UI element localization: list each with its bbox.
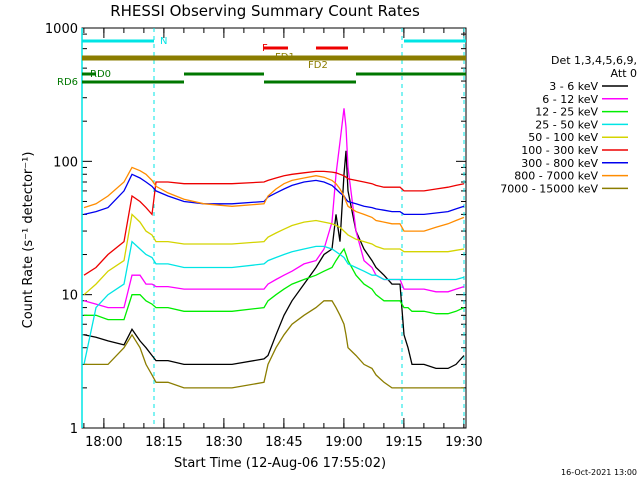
x-tick-label: 18:30 (205, 435, 242, 450)
series-line-9 (84, 300, 464, 389)
series-line-1 (83, 150, 465, 370)
series-line-4 (83, 240, 465, 365)
plot-area: 1 10 100 1000 18:00 18:15 18:30 18:45 19:00 19:15… (45, 22, 483, 450)
y-tick-label: 100 (53, 155, 78, 170)
x-tick-label: 19:30 (445, 435, 482, 450)
flag-label-rd6: RD6 (57, 77, 78, 88)
series-line-5 (83, 213, 465, 296)
series-line-7 (83, 173, 465, 216)
series-line-2 (83, 108, 465, 309)
x-tick-label: 19:00 (325, 435, 362, 450)
legend-label: 100 - 300 keV (521, 144, 598, 157)
x-tick-label: 18:45 (265, 435, 302, 450)
legend-label: 800 - 7000 keV (514, 170, 598, 183)
y-axis-title: Count Rate (s⁻¹ detector⁻¹) (21, 152, 36, 329)
legend-label: 7000 - 15000 keV (500, 182, 598, 195)
series-line-6 (83, 170, 465, 276)
flag-label-fd2: FD2 (308, 60, 328, 71)
legend-label: 3 - 6 keV (549, 80, 598, 93)
series-line-8 (83, 166, 465, 232)
x-tick-label: 18:00 (85, 435, 122, 450)
x-tick-label: 19:15 (385, 435, 422, 450)
plot-frame (81, 27, 467, 429)
legend-header-1: Det 1,3,4,5,6,9, (551, 54, 637, 67)
legend-label: 25 - 50 keV (535, 118, 598, 131)
flag-label-f: F (262, 43, 268, 54)
chart-title: RHESSI Observing Summary Count Rates (110, 2, 420, 20)
x-tick-label: 18:15 (145, 435, 182, 450)
y-tick-label: 1000 (45, 22, 78, 37)
x-axis-title: Start Time (12-Aug-06 17:55:02) (174, 456, 386, 471)
legend-label: 6 - 12 keV (542, 93, 598, 106)
legend-label: 300 - 800 keV (521, 157, 598, 170)
legend-header-2: Att 0 (611, 67, 637, 80)
y-axis-label: Count Rate (s⁻¹ detector⁻¹) (21, 152, 36, 329)
footer-timestamp: 16-Oct-2021 13:00 (561, 468, 637, 477)
flag-label-n: N (160, 36, 167, 47)
legend-label: 12 - 25 keV (535, 106, 598, 119)
series-line-3 (84, 247, 465, 321)
y-tick-label: 1 (70, 422, 78, 437)
legend-label: 50 - 100 keV (528, 131, 598, 144)
y-tick-label: 10 (61, 289, 78, 304)
flag-label-rd0: RD0 (90, 69, 111, 80)
